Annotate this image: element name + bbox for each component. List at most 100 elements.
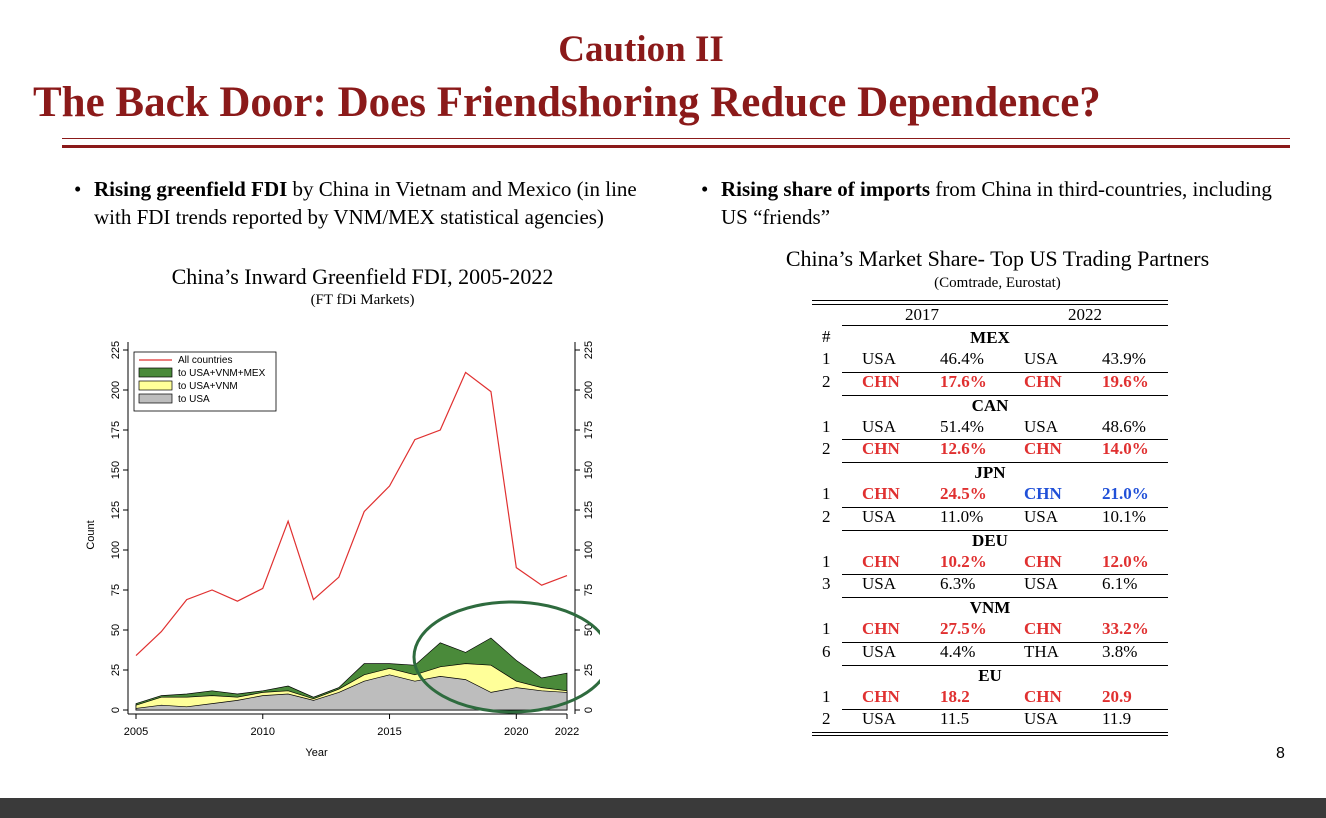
legend-swatch: [138, 380, 173, 391]
table-top-rule: [812, 300, 1168, 301]
y-axis-label: Count: [85, 520, 97, 549]
right-bullet-text: from China in third-countries, including…: [721, 177, 1272, 229]
partner-cell: USA: [1024, 506, 1059, 526]
legend-label: All countries: [178, 355, 232, 366]
y-tick-label-right: 100: [583, 541, 595, 559]
page-number: 8: [1276, 745, 1285, 762]
share-cell: 33.2%: [1102, 619, 1149, 638]
y-tick-label-left: 50: [110, 624, 122, 636]
share-cell: 11.9: [1102, 709, 1132, 728]
header-rule: [842, 325, 1168, 326]
y-tick-label-right: 200: [583, 381, 595, 399]
country-group-label: EU: [978, 665, 1002, 685]
group-rule: [842, 529, 1168, 531]
rank-cell: 2: [822, 709, 831, 728]
year-header: 2022: [1068, 305, 1102, 324]
highlight-circle: [412, 600, 600, 714]
country-group-label: VNM: [969, 598, 1011, 617]
slide-title-main: The Back Door: Does Friendshoring Reduce…: [33, 79, 1101, 126]
share-cell: 43.9%: [1102, 349, 1146, 368]
table-title: China’s Market Share- Top US Trading Par…: [785, 246, 1210, 271]
partner-cell: USA: [1024, 349, 1059, 368]
y-tick-label-left: 225: [110, 341, 122, 359]
share-cell: 19.6%: [1102, 371, 1149, 391]
share-cell: 10.1%: [1102, 506, 1146, 526]
share-cell: 27.5%: [940, 619, 987, 638]
share-cell: 20.9: [1102, 686, 1132, 706]
partner-cell: THA: [1024, 641, 1059, 661]
legend-label: to USA: [178, 394, 210, 405]
x-tick-label: 2020: [504, 726, 528, 738]
legend-swatch: [138, 393, 173, 404]
left-bullet-bold: Rising greenfield FDI: [94, 177, 288, 201]
partner-cell: CHN: [862, 484, 900, 503]
x-axis-label: Year: [305, 747, 328, 759]
partner-cell: USA: [862, 416, 897, 436]
legend-label: to USA+VNM: [178, 381, 238, 392]
rank-cell: 6: [822, 641, 831, 661]
group-rule: [842, 664, 1168, 666]
partner-cell: CHN: [862, 686, 900, 706]
left-bullet-text: by China in Vietnam and Mexico (in line …: [94, 177, 637, 229]
y-tick-label-right: 125: [583, 501, 595, 519]
country-group-label: DEU: [972, 530, 1008, 550]
row-rule: [842, 439, 1168, 440]
y-tick-label-left: 100: [110, 541, 122, 559]
rank-cell: 3: [822, 574, 831, 593]
partner-cell: CHN: [1024, 619, 1062, 638]
partner-cell: USA: [862, 641, 897, 661]
share-cell: 4.4%: [940, 641, 976, 661]
x-tick-label: 2005: [124, 726, 148, 738]
country-group-label: MEX: [970, 328, 1010, 347]
right-bullet: • Rising share of imports from China in …: [701, 175, 1281, 231]
partner-cell: CHN: [862, 551, 900, 571]
partner-cell: USA: [1024, 574, 1059, 593]
share-cell: 3.8%: [1102, 641, 1138, 661]
partner-cell: USA: [862, 709, 897, 728]
y-tick-label-right: 75: [583, 584, 595, 596]
share-cell: 51.4%: [940, 416, 984, 436]
rank-header: #: [822, 327, 831, 346]
share-cell: 6.1%: [1102, 574, 1138, 593]
partner-cell: USA: [862, 506, 897, 526]
share-cell: 18.2: [940, 686, 970, 706]
rank-cell: 1: [822, 551, 831, 571]
share-cell: 48.6%: [1102, 416, 1146, 436]
table-top-rule: [812, 304, 1168, 305]
y-tick-label-left: 25: [110, 664, 122, 676]
y-tick-label-left: 75: [110, 584, 122, 596]
rank-cell: 2: [822, 371, 831, 391]
bullet-dot: •: [74, 177, 82, 201]
partner-cell: CHN: [1024, 439, 1062, 458]
partner-cell: CHN: [1024, 484, 1062, 503]
line-series-all-countries: [135, 371, 568, 657]
rank-cell: 1: [822, 349, 831, 368]
table-bottom-rule: [812, 735, 1168, 736]
share-cell: 14.0%: [1102, 439, 1149, 458]
country-group-label: CAN: [971, 395, 1009, 415]
partner-cell: USA: [862, 349, 897, 368]
right-bullet-bold: Rising share of imports: [721, 177, 931, 201]
share-cell: 12.6%: [940, 439, 987, 458]
y-tick-label-left: 150: [110, 461, 122, 479]
y-tick-label-right: 25: [583, 664, 595, 676]
partner-cell: CHN: [862, 439, 900, 458]
y-tick-label-left: 200: [110, 381, 122, 399]
partner-cell: USA: [1024, 416, 1059, 436]
area-series: [135, 674, 568, 711]
row-rule: [842, 641, 1168, 643]
share-cell: 11.0%: [940, 506, 984, 526]
y-tick-label-left: 175: [110, 421, 122, 439]
rank-cell: 1: [822, 686, 831, 706]
table-bottom-rule: [812, 732, 1168, 733]
title-divider-thick: [62, 145, 1290, 148]
slide-title-caution: Caution II: [558, 29, 724, 70]
legend-swatch: [138, 367, 173, 378]
chart-title: China’s Inward Greenfield FDI, 2005-2022: [171, 264, 554, 289]
y-tick-label-right: 175: [583, 421, 595, 439]
year-header: 2017: [905, 305, 939, 324]
partner-cell: CHN: [862, 619, 900, 638]
row-rule: [842, 371, 1168, 373]
chart-source: (FT fDi Markets): [310, 292, 415, 308]
